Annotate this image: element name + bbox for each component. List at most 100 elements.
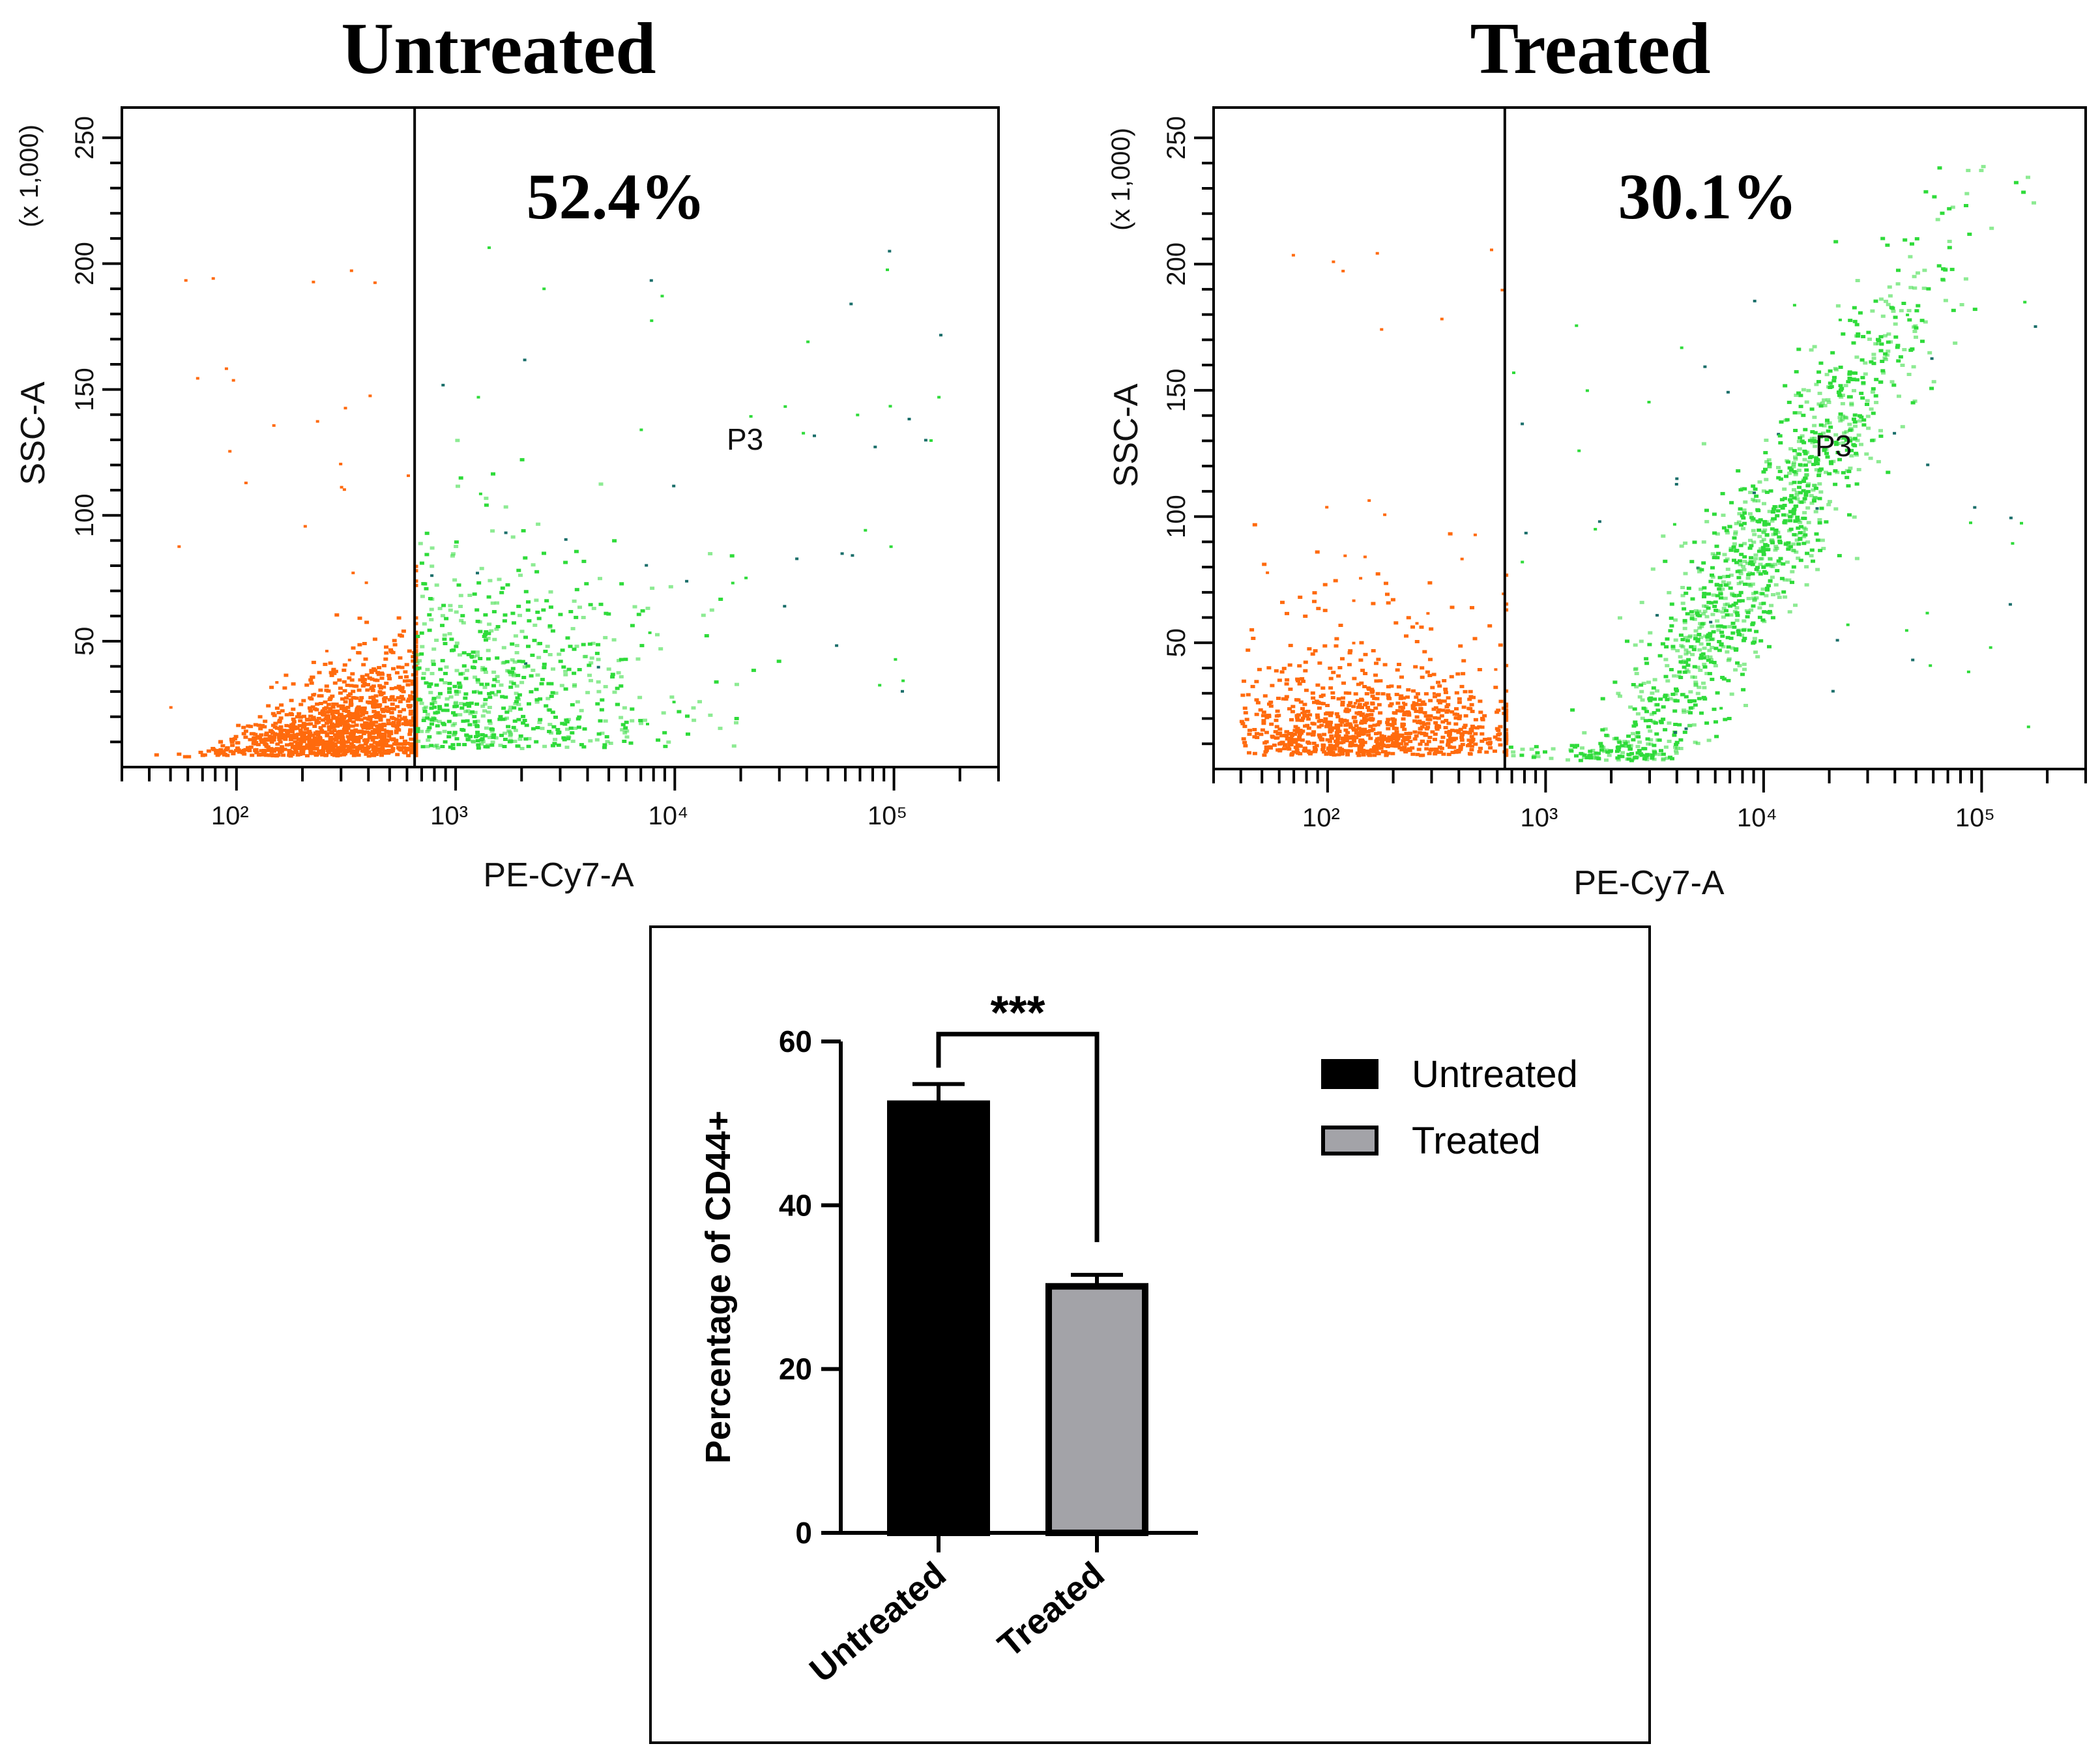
event-dot — [1429, 748, 1434, 751]
event-dot — [447, 690, 452, 694]
event-dot — [287, 729, 292, 733]
event-dot — [312, 725, 317, 728]
event-dot — [1661, 534, 1666, 538]
event-dot — [449, 637, 454, 641]
event-dot — [1616, 758, 1621, 762]
event-dot — [510, 670, 515, 674]
event-dot — [1726, 645, 1731, 649]
event-dot — [1400, 725, 1405, 729]
event-dot — [218, 740, 224, 744]
event-dot — [1841, 441, 1846, 445]
event-dot — [1653, 721, 1658, 725]
event-dot — [1777, 434, 1783, 438]
event-dot — [1459, 732, 1465, 736]
event-dot — [475, 731, 480, 734]
event-dot — [1575, 324, 1579, 327]
event-dot — [465, 736, 471, 740]
event-dot — [1612, 680, 1618, 684]
event-dot — [315, 702, 320, 706]
event-dot — [1477, 668, 1482, 671]
event-dot — [573, 727, 577, 730]
event-dot — [1916, 271, 1920, 275]
event-dot — [471, 665, 475, 669]
event-dot — [1845, 469, 1850, 472]
event-dot — [291, 722, 296, 726]
event-dot — [441, 603, 446, 607]
event-dot — [444, 703, 449, 707]
event-dot — [632, 605, 637, 609]
event-dot — [434, 638, 439, 642]
event-dot — [392, 724, 397, 728]
event-dot — [1529, 748, 1534, 751]
event-dot — [1709, 620, 1713, 624]
event-dot — [1699, 587, 1704, 591]
event-dot — [1655, 689, 1659, 693]
event-dot — [1298, 700, 1304, 704]
event-dot — [1893, 431, 1897, 435]
event-dot — [1315, 713, 1320, 717]
event-dot — [310, 740, 315, 744]
event-dot — [1788, 510, 1794, 514]
event-dot — [473, 660, 478, 663]
event-dot — [1356, 712, 1362, 716]
event-dot — [1761, 564, 1766, 568]
event-dot — [1358, 748, 1364, 751]
event-dot — [1343, 709, 1349, 713]
event-dot — [1648, 631, 1653, 635]
event-dot — [323, 662, 328, 666]
event-dot — [1712, 661, 1717, 664]
event-dot — [1646, 680, 1651, 684]
event-dot — [534, 740, 539, 744]
event-dot — [1869, 407, 1874, 411]
event-dot — [1292, 733, 1298, 736]
event-dot — [408, 704, 413, 708]
event-dot — [1828, 500, 1832, 504]
event-dot — [1612, 737, 1617, 741]
event-dot — [1701, 540, 1706, 544]
event-dot — [546, 682, 551, 686]
event-dot — [1322, 583, 1328, 587]
event-dot — [1700, 652, 1706, 656]
event-dot — [1715, 594, 1720, 598]
event-dot — [1861, 423, 1867, 427]
event-dot — [284, 673, 289, 677]
legend-swatch-untreated — [1321, 1059, 1378, 1089]
event-dot — [1242, 740, 1247, 744]
event-dot — [308, 709, 314, 713]
event-dot — [624, 729, 630, 733]
legend-label-treated: Treated — [1412, 1120, 1541, 1162]
event-dot — [1647, 401, 1651, 403]
event-dot — [462, 743, 467, 746]
event-dot — [1683, 572, 1688, 575]
event-dot — [257, 715, 263, 719]
event-dot — [392, 639, 397, 643]
event-dot — [1788, 515, 1793, 519]
event-dot — [324, 721, 329, 725]
event-dot — [424, 681, 429, 685]
event-dot — [1663, 559, 1668, 563]
event-dot — [1725, 602, 1730, 606]
event-dot — [1635, 731, 1641, 734]
event-dot — [1473, 533, 1477, 536]
event-dot — [290, 746, 295, 749]
event-dot — [512, 720, 518, 723]
event-dot — [619, 582, 624, 586]
event-dot — [1280, 600, 1285, 604]
event-dot — [1680, 586, 1685, 589]
event-dot — [1846, 623, 1850, 626]
event-dot — [1294, 746, 1299, 749]
event-dot — [1411, 689, 1416, 693]
event-dot — [1730, 646, 1735, 650]
event-dot — [1300, 738, 1305, 742]
event-dot — [1347, 703, 1352, 707]
event-dot — [1686, 710, 1691, 714]
event-dot — [264, 753, 269, 757]
event-dot — [351, 736, 356, 740]
event-dot — [1715, 556, 1720, 560]
event-dot — [623, 726, 628, 730]
event-dot — [1794, 493, 1800, 497]
event-dot — [1699, 635, 1704, 639]
event-dot — [562, 722, 568, 726]
event-dot — [299, 703, 304, 706]
event-dot — [1267, 702, 1272, 706]
